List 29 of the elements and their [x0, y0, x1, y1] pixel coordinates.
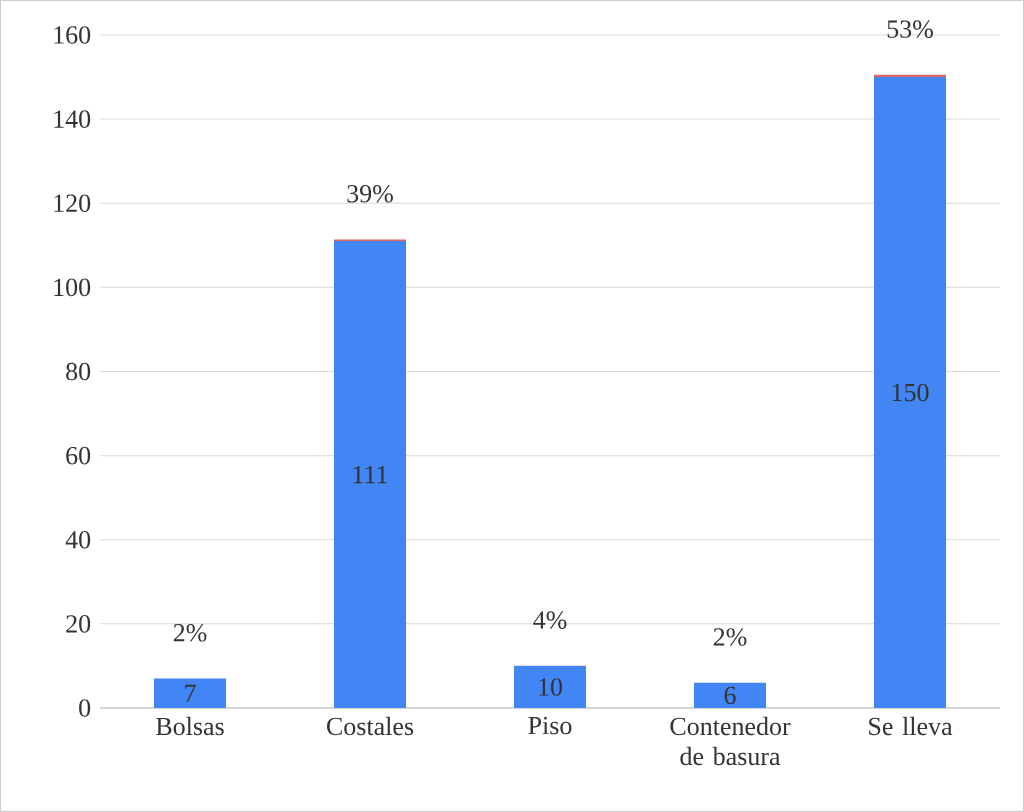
- y-tick-label: 120: [54, 194, 91, 213]
- y-tick-label: 40: [65, 530, 91, 549]
- data-label: 150: [892, 383, 929, 402]
- data-label: 6: [724, 686, 736, 705]
- bar: [154, 678, 226, 708]
- data-label: 2%: [713, 628, 747, 646]
- data-label: 111: [353, 465, 387, 484]
- y-tick-label: 80: [66, 362, 91, 381]
- x-tick-label: Bolsas: [156, 716, 224, 736]
- y-tick-label: 0: [79, 699, 91, 717]
- y-tick-label: 160: [54, 26, 91, 44]
- x-tick-label: Piso: [528, 716, 572, 735]
- data-label: 2%: [173, 623, 207, 642]
- y-tick-label: 20: [66, 615, 91, 633]
- data-label: 39%: [347, 184, 393, 203]
- x-tick-label: Se lleva: [869, 716, 953, 736]
- y-tick-label: 100: [54, 278, 91, 297]
- y-tick-label: 60: [66, 446, 91, 465]
- bar: [514, 665, 587, 708]
- bar: [874, 77, 947, 708]
- data-label: 7: [185, 684, 196, 702]
- data-label: 4%: [533, 611, 567, 629]
- bar: [334, 241, 406, 708]
- data-label: 10: [539, 678, 563, 696]
- x-tick-label: Costales: [327, 716, 414, 736]
- y-tick-label: 140: [54, 110, 91, 128]
- data-label: 53%: [887, 20, 933, 38]
- x-tick-label: Contenedor de basura: [670, 716, 791, 766]
- bar: [694, 682, 767, 708]
